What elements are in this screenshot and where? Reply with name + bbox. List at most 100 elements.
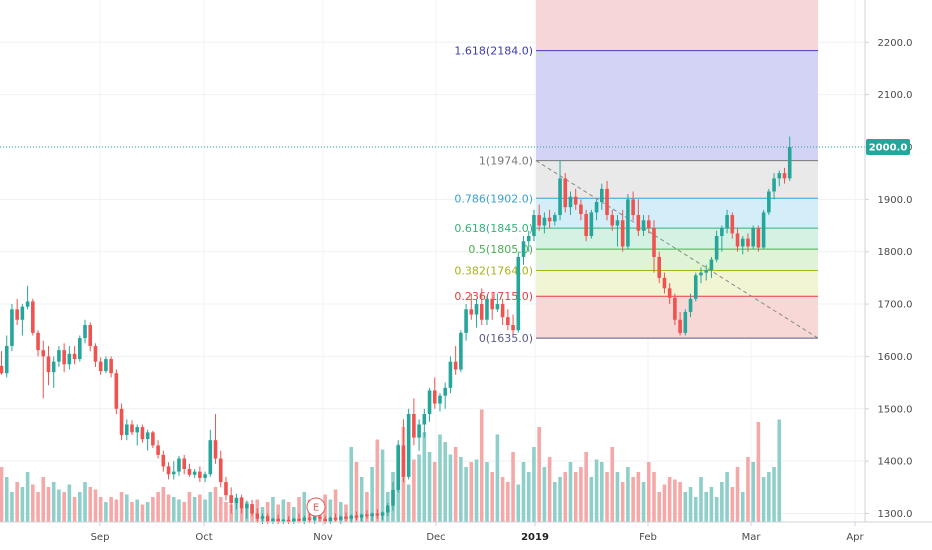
candle-body	[333, 517, 338, 520]
candle-body	[500, 304, 505, 318]
candle-body	[553, 215, 557, 222]
fib-level-label: 1.618(2184.0)	[454, 45, 533, 58]
volume-bar	[730, 487, 735, 522]
candle-body	[380, 512, 385, 516]
candle-body	[641, 220, 646, 231]
candle-body	[302, 517, 307, 521]
candle-body	[673, 297, 677, 320]
price-axis[interactable]: 1300.0 1400.0 1500.0 1600.0 1700.0 1800.0 1900…	[864, 0, 913, 522]
candle-body	[495, 304, 500, 310]
volume-bar	[693, 497, 698, 522]
candle-body	[422, 414, 427, 425]
volume-bar	[135, 499, 140, 522]
volume-bar	[678, 482, 682, 522]
fib-zone-extension	[536, 0, 818, 51]
volume-bar	[636, 472, 641, 522]
volume-bar	[15, 482, 19, 522]
candle-body	[83, 325, 87, 339]
volume-bar	[610, 447, 615, 522]
volume-bar	[469, 462, 474, 522]
volume-bar	[302, 492, 307, 522]
volume-bar	[657, 492, 662, 522]
candle-body	[506, 317, 510, 326]
fib-zone	[536, 270, 818, 297]
volume-bar	[720, 482, 724, 522]
volume-bar	[406, 484, 411, 522]
volume-bar	[772, 467, 776, 522]
x-tick-label: Nov	[313, 532, 333, 543]
candle-body	[709, 259, 714, 271]
candle-body	[620, 220, 625, 247]
candle-body	[479, 304, 484, 320]
volume-bar	[98, 497, 103, 522]
volume-bar	[333, 489, 338, 522]
volume-bar	[0, 467, 4, 522]
volume-bar	[93, 489, 98, 522]
candle-body	[78, 338, 82, 360]
fib-level-label: 0.5(1805.0)	[468, 243, 533, 256]
fib-level-label: 0(1635.0)	[479, 332, 533, 345]
candle-body	[667, 288, 672, 298]
candle-body	[198, 471, 202, 478]
candle-body	[589, 212, 594, 236]
candle-body	[657, 256, 662, 278]
fib-level-label: 0.236(1715.0)	[454, 290, 533, 303]
time-axis[interactable]: Sep Oct Nov Dec 2019 Feb Mar Apr	[0, 521, 932, 543]
fibonacci-retracement[interactable]: 1.618(2184.0) 1(1974.0) 0.786(1902.0) 0.618…	[454, 0, 819, 345]
candle-body	[276, 518, 280, 522]
candle-body	[469, 309, 474, 315]
candle-body	[255, 513, 260, 519]
candle-body	[208, 440, 213, 475]
fib-zone	[536, 160, 818, 199]
candle-body	[271, 518, 275, 522]
volume-bar	[140, 504, 145, 522]
volume-bar	[542, 467, 547, 522]
candle-body	[490, 298, 494, 310]
candle-body	[192, 471, 197, 475]
candle-body	[740, 238, 745, 247]
y-tick-label: 1700.0	[878, 300, 913, 311]
candle-body	[459, 332, 463, 370]
earnings-marker[interactable]	[306, 497, 326, 517]
candle-body	[161, 454, 166, 467]
volume-bar	[265, 502, 270, 522]
volume-bar	[359, 477, 364, 522]
volume-bar	[104, 502, 108, 522]
candle-body	[720, 228, 724, 236]
y-tick-label: 2100.0	[878, 90, 913, 101]
volume-bar	[62, 492, 66, 522]
volume-bar	[171, 497, 176, 522]
candle-body	[151, 432, 155, 446]
volume-bar	[4, 477, 9, 522]
volume-bar	[777, 419, 782, 522]
candle-body	[396, 445, 401, 490]
volume-bar	[339, 502, 343, 522]
volume-bar	[600, 462, 604, 522]
candle-body	[318, 516, 322, 519]
volume-bar	[354, 462, 359, 522]
volume-bar	[725, 472, 729, 522]
candle-body	[735, 233, 740, 247]
volume-bar	[370, 467, 374, 522]
candle-body	[182, 458, 186, 469]
candle-body	[130, 424, 134, 433]
volume-bar	[380, 449, 385, 522]
volume-bar	[161, 487, 166, 522]
volume-bar	[526, 472, 531, 522]
candle-body	[594, 201, 599, 213]
candle-body	[714, 235, 719, 260]
candle-body	[756, 228, 761, 248]
candle-body	[532, 215, 536, 236]
y-tick-label: 1600.0	[878, 352, 913, 363]
volume-bar	[683, 492, 688, 522]
candle-body	[281, 519, 286, 522]
volume-bar	[459, 457, 463, 522]
y-tick-label: 1800.0	[878, 247, 913, 258]
volume-bar	[109, 497, 113, 522]
candle-body	[344, 516, 348, 519]
volume-bar	[25, 472, 30, 522]
volume-bar	[448, 454, 453, 522]
last-price-tag[interactable]	[866, 138, 910, 155]
candle-body	[203, 474, 207, 478]
